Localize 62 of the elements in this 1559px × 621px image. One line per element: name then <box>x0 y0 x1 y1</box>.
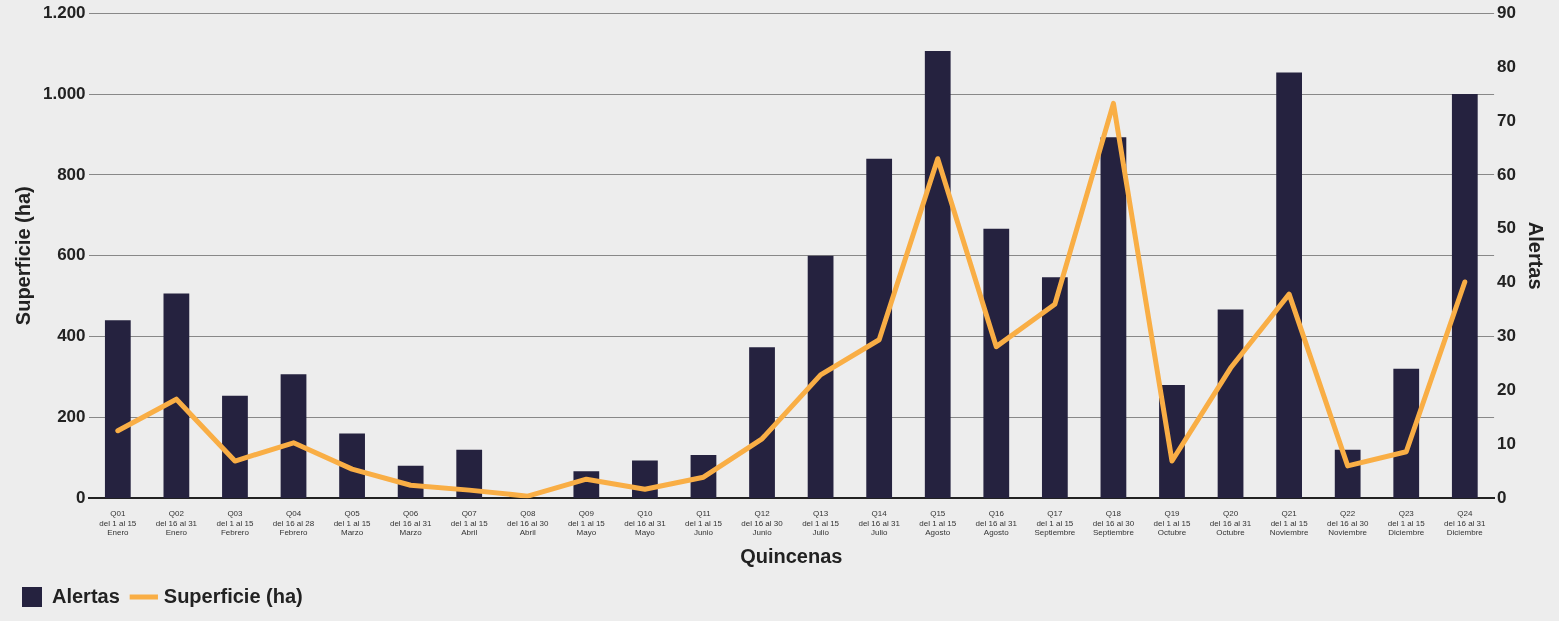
bar <box>1276 72 1302 499</box>
x-tick-label: Q06 del 16 al 31 Marzo <box>389 509 432 538</box>
bar <box>163 293 190 499</box>
y2-tick-label: 20 <box>1497 380 1517 400</box>
y2-tick-label: 90 <box>1497 2 1517 22</box>
x-tick-label: Q03 del 1 al 15 Febrero <box>216 509 254 538</box>
x-tick-label: Q19 del 1 al 15 Octubre <box>1153 509 1191 538</box>
y-tick-label: 0 <box>76 487 86 507</box>
y2-tick-label: 0 <box>1497 487 1507 507</box>
bar <box>983 228 1010 499</box>
bar <box>1451 94 1478 499</box>
bar <box>1041 277 1068 499</box>
x-tick-label: Q01 del 1 al 15 Enero <box>99 509 137 538</box>
x-tick-label: Q09 del 1 al 15 Mayo <box>567 509 606 538</box>
x-tick-label: Q04 del 16 al 28 Febrero <box>272 509 315 538</box>
x-tick-label: Q16 del 16 al 31 Agosto <box>975 509 1018 538</box>
x-tick-label: Q05 del 1 al 15 Marzo <box>333 509 372 538</box>
x-tick-label: Q12 del 16 al 30 Junio <box>741 509 784 538</box>
y-tick-label: 200 <box>57 407 86 427</box>
x-tick-label: Q02 del 16 al 31 Enero <box>155 509 198 538</box>
y-tick-label: 1.200 <box>42 2 86 22</box>
x-tick-label: Q11 del 1 al 15 Junio <box>685 509 723 538</box>
bar <box>104 320 131 499</box>
y-tick-label: 800 <box>57 164 86 184</box>
y2-tick-label: 50 <box>1497 218 1517 238</box>
x-tick-label: Q13 del 1 al 15 Julio <box>802 509 840 538</box>
x-tick-label: Q18 del 16 al 30 Septiembre <box>1092 509 1135 538</box>
x-tick-label: Q08 del 16 al 30 Abril <box>507 509 550 538</box>
y-axis-title: Superficie (ha) <box>11 186 34 326</box>
legend-label: Superficie (ha) <box>163 584 303 607</box>
x-tick-label: Q24 del 16 al 31 Diciembre <box>1444 509 1487 538</box>
x-tick-label: Q15 del 1 al 15 Agosto <box>919 509 957 538</box>
bar <box>1217 309 1244 499</box>
x-axis-title: Quincenas <box>740 544 843 567</box>
legend-label: Alertas <box>52 584 120 607</box>
x-tick-label: Q17 del 1 al 15 Septiembre <box>1034 509 1076 538</box>
x-tick-label: Q14 del 16 al 31 Julio <box>858 509 901 538</box>
x-tick-label: Q22 del 16 al 30 Noviembre <box>1326 509 1369 538</box>
x-tick-label: Q07 del 1 al 15 Abril <box>450 509 489 538</box>
y2-tick-label: 70 <box>1497 110 1517 130</box>
y2-tick-label: 40 <box>1497 272 1517 292</box>
bar <box>1393 368 1420 499</box>
y2-tick-label: 60 <box>1497 164 1517 184</box>
bar <box>749 347 775 499</box>
bar <box>339 433 365 499</box>
y-tick-label: 600 <box>57 245 86 265</box>
bar <box>280 374 307 499</box>
y-tick-label: 400 <box>57 326 86 346</box>
bar <box>807 255 834 499</box>
x-tick-label: Q23 del 1 al 15 Diciembre <box>1387 509 1426 538</box>
y2-tick-label: 80 <box>1497 56 1517 76</box>
bar <box>924 50 951 499</box>
y-tick-label: 1.000 <box>42 83 86 103</box>
x-tick-label: Q10 del 16 al 31 Mayo <box>624 509 667 538</box>
y2-tick-label: 10 <box>1497 434 1517 453</box>
x-tick-label: Q21 del 1 al 15 Noviembre <box>1269 509 1309 538</box>
bar <box>866 158 893 499</box>
bar <box>1100 137 1127 499</box>
y2-tick-label: 30 <box>1497 326 1517 346</box>
y2-axis-title: Alertas <box>1525 221 1548 290</box>
bar <box>222 395 248 499</box>
x-tick-label: Q20 del 16 al 31 Octubre <box>1209 509 1252 538</box>
